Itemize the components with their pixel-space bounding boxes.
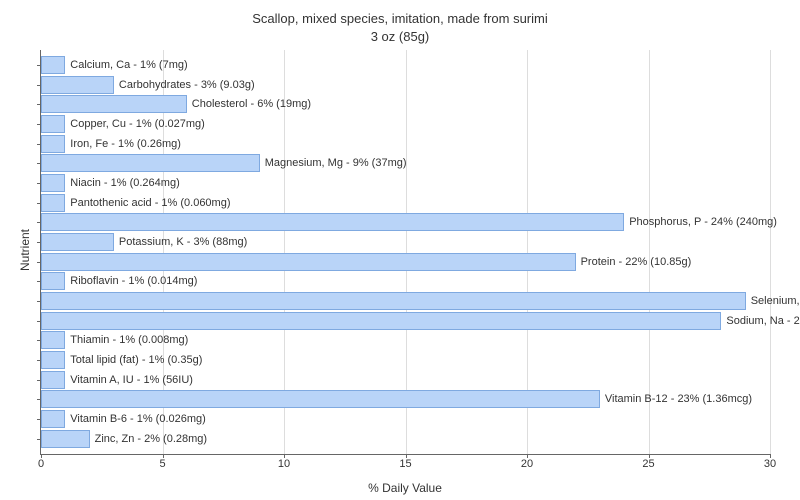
bar-label: Riboflavin - 1% (0.014mg) — [70, 275, 197, 287]
bar-label: Calcium, Ca - 1% (7mg) — [70, 59, 187, 71]
nutrient-bar: Copper, Cu - 1% (0.027mg) — [41, 115, 65, 133]
bar-row: Riboflavin - 1% (0.014mg) — [41, 272, 770, 290]
bar-row: Sodium, Na - 28% (676mg) — [41, 312, 770, 330]
nutrient-bar: Protein - 22% (10.85g) — [41, 253, 576, 271]
bar-row: Vitamin B-12 - 23% (1.36mcg) — [41, 390, 770, 408]
bar-label: Niacin - 1% (0.264mg) — [70, 177, 179, 189]
bar-row: Vitamin B-6 - 1% (0.026mg) — [41, 410, 770, 428]
bar-label: Vitamin B-12 - 23% (1.36mcg) — [605, 393, 752, 405]
x-tick-label: 0 — [38, 458, 44, 470]
x-tick-label: 30 — [764, 458, 776, 470]
nutrient-bar: Cholesterol - 6% (19mg) — [41, 95, 187, 113]
bars-container: Calcium, Ca - 1% (7mg) Carbohydrates - 3%… — [41, 56, 770, 448]
bar-label: Carbohydrates - 3% (9.03g) — [119, 79, 255, 91]
nutrient-bar: Selenium, Se - 29% (20.1mcg) — [41, 292, 746, 310]
bar-label: Copper, Cu - 1% (0.027mg) — [70, 118, 205, 130]
x-tick-label: 15 — [399, 458, 411, 470]
bar-label: Sodium, Na - 28% (676mg) — [726, 315, 800, 327]
plot-area: 051015202530 Calcium, Ca - 1% (7mg)Carbo… — [40, 50, 770, 455]
nutrient-bar: Phosphorus, P - 24% (240mg) — [41, 213, 624, 231]
chart-title-line2: 3 oz (85g) — [0, 28, 800, 46]
bar-label: Thiamin - 1% (0.008mg) — [70, 334, 188, 346]
bar-label: Cholesterol - 6% (19mg) — [192, 98, 311, 110]
bar-row: Total lipid (fat) - 1% (0.35g) — [41, 351, 770, 369]
bar-row: Potassium, K - 3% (88mg) — [41, 233, 770, 251]
bar-label: Zinc, Zn - 2% (0.28mg) — [95, 433, 207, 445]
bar-label: Total lipid (fat) - 1% (0.35g) — [70, 354, 202, 366]
nutrient-bar: Total lipid (fat) - 1% (0.35g) — [41, 351, 65, 369]
bar-row: Cholesterol - 6% (19mg) — [41, 95, 770, 113]
bar-label: Protein - 22% (10.85g) — [581, 256, 692, 268]
bar-row: Zinc, Zn - 2% (0.28mg) — [41, 430, 770, 448]
bar-row: Phosphorus, P - 24% (240mg) — [41, 213, 770, 231]
nutrient-bar: Iron, Fe - 1% (0.26mg) — [41, 135, 65, 153]
bar-row: Protein - 22% (10.85g) — [41, 253, 770, 271]
bar-row: Carbohydrates - 3% (9.03g) — [41, 76, 770, 94]
nutrient-bar: Vitamin B-12 - 23% (1.36mcg) — [41, 390, 600, 408]
chart-title-line1: Scallop, mixed species, imitation, made … — [0, 10, 800, 28]
x-tick-label: 10 — [278, 458, 290, 470]
nutrient-bar: Riboflavin - 1% (0.014mg) — [41, 272, 65, 290]
bar-label: Vitamin A, IU - 1% (56IU) — [70, 374, 193, 386]
x-tick-label: 20 — [521, 458, 533, 470]
gridline — [770, 50, 771, 454]
y-axis-label: Nutrient — [18, 229, 32, 271]
bar-row: Iron, Fe - 1% (0.26mg) — [41, 135, 770, 153]
bar-label: Phosphorus, P - 24% (240mg) — [629, 216, 777, 228]
bar-row: Pantothenic acid - 1% (0.060mg) — [41, 194, 770, 212]
nutrient-bar: Vitamin B-6 - 1% (0.026mg) — [41, 410, 65, 428]
bar-label: Selenium, Se - 29% (20.1mcg) — [751, 295, 800, 307]
x-tick-label: 5 — [159, 458, 165, 470]
bar-row: Copper, Cu - 1% (0.027mg) — [41, 115, 770, 133]
bar-label: Magnesium, Mg - 9% (37mg) — [265, 157, 407, 169]
nutrient-bar: Potassium, K - 3% (88mg) — [41, 233, 114, 251]
bar-row: Calcium, Ca - 1% (7mg) — [41, 56, 770, 74]
bar-row: Thiamin - 1% (0.008mg) — [41, 331, 770, 349]
x-tick-label: 25 — [642, 458, 654, 470]
nutrient-bar: Pantothenic acid - 1% (0.060mg) — [41, 194, 65, 212]
bar-row: Niacin - 1% (0.264mg) — [41, 174, 770, 192]
chart-title: Scallop, mixed species, imitation, made … — [0, 10, 800, 45]
nutrient-bar: Carbohydrates - 3% (9.03g) — [41, 76, 114, 94]
nutrient-bar: Zinc, Zn - 2% (0.28mg) — [41, 430, 90, 448]
bar-row: Vitamin A, IU - 1% (56IU) — [41, 371, 770, 389]
bar-row: Magnesium, Mg - 9% (37mg) — [41, 154, 770, 172]
nutrient-bar: Thiamin - 1% (0.008mg) — [41, 331, 65, 349]
bar-label: Potassium, K - 3% (88mg) — [119, 236, 247, 248]
nutrient-bar: Vitamin A, IU - 1% (56IU) — [41, 371, 65, 389]
nutrient-bar: Magnesium, Mg - 9% (37mg) — [41, 154, 260, 172]
bar-label: Iron, Fe - 1% (0.26mg) — [70, 138, 181, 150]
bar-label: Vitamin B-6 - 1% (0.026mg) — [70, 413, 206, 425]
nutrient-bar: Calcium, Ca - 1% (7mg) — [41, 56, 65, 74]
nutrient-bar: Niacin - 1% (0.264mg) — [41, 174, 65, 192]
bar-label: Pantothenic acid - 1% (0.060mg) — [70, 197, 230, 209]
nutrient-bar: Sodium, Na - 28% (676mg) — [41, 312, 721, 330]
bar-row: Selenium, Se - 29% (20.1mcg) — [41, 292, 770, 310]
x-axis-label: % Daily Value — [40, 481, 770, 495]
